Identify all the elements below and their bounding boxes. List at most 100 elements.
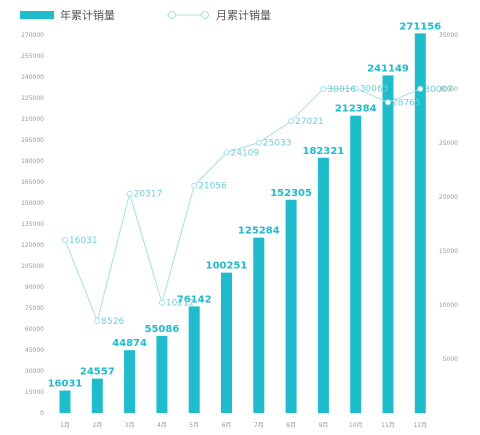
x-axis-tick-label: 8月 [286, 422, 296, 429]
x-axis-tick-label: 12月 [413, 422, 427, 429]
line-value-label: 8526 [101, 317, 124, 327]
line-value-label: 20317 [134, 190, 163, 200]
left-axis-tick-label: 240000 [21, 74, 44, 81]
line-point[interactable] [223, 149, 230, 156]
right-axis-tick-label: 10000 [439, 302, 458, 309]
left-axis-tick-label: 270000 [21, 32, 44, 39]
bar[interactable] [317, 157, 329, 413]
bar[interactable] [382, 75, 394, 413]
line-value-label: 30016 [327, 85, 356, 95]
left-axis-tick-label: 195000 [21, 137, 44, 144]
bar-value-label: 100251 [206, 261, 248, 272]
bar[interactable] [414, 33, 426, 414]
left-axis: 0 15000 30000 45000 60000 75000 90000 105000 120… [21, 32, 44, 417]
x-axis-tick-label: 10月 [349, 422, 363, 429]
left-axis-tick-label: 150000 [21, 200, 44, 207]
line-point[interactable] [255, 139, 262, 146]
left-axis-tick-label: 45000 [25, 347, 44, 354]
left-axis-tick-label: 225000 [21, 95, 44, 102]
x-axis-tick-label: 5月 [189, 422, 199, 429]
bar-value-label: 182321 [303, 146, 345, 157]
line-point[interactable] [158, 299, 165, 306]
right-axis-tick-label: 25000 [439, 140, 458, 147]
bar[interactable] [350, 115, 362, 413]
line-point[interactable] [62, 236, 68, 243]
bar[interactable] [59, 390, 71, 413]
line-point[interactable] [288, 118, 295, 125]
bar-value-label: 212384 [335, 104, 377, 115]
x-axis-tick-label: 7月 [254, 422, 264, 429]
x-axis: 1月 2月 3月 4月 5月 6月 7月 8月 9月 10月 11月 12月 [60, 422, 427, 429]
left-axis-tick-label: 135000 [21, 221, 44, 228]
bar[interactable] [221, 272, 232, 413]
bar-value-label: 152305 [270, 188, 312, 199]
bar[interactable] [156, 335, 168, 413]
bar-value-label: 271156 [399, 21, 441, 32]
line-point[interactable] [126, 190, 133, 197]
legend: 年累计销量 月累计销量 [20, 8, 271, 22]
right-axis-tick-label: 20000 [439, 194, 458, 201]
line-value-label: 27021 [295, 117, 324, 127]
legend-bar-swatch[interactable] [20, 11, 54, 19]
line-point[interactable] [191, 182, 198, 189]
x-axis-tick-label: 1月 [60, 422, 70, 429]
line-value-label: 25033 [263, 139, 292, 149]
left-axis-tick-label: 105000 [21, 263, 44, 270]
bar-value-label: 55086 [145, 324, 180, 335]
right-axis-tick-label: 15000 [439, 248, 458, 255]
line-point[interactable] [320, 85, 327, 92]
x-axis-tick-label: 11月 [381, 422, 395, 429]
left-axis-tick-label: 60000 [25, 326, 44, 333]
legend-bar-label: 年累计销量 [60, 8, 115, 22]
bar[interactable] [188, 306, 200, 413]
right-axis-tick-label: 5000 [443, 356, 458, 363]
left-axis-tick-label: 165000 [21, 179, 44, 186]
legend-line-label: 月累计销量 [216, 8, 271, 22]
legend-line-marker-right [201, 11, 209, 19]
bar-value-label: 44874 [112, 338, 147, 349]
line-value-label: 30007 [424, 85, 453, 95]
bar-value-label: 76142 [177, 294, 212, 305]
bar[interactable] [91, 378, 103, 413]
left-axis-tick-label: 0 [40, 410, 44, 417]
bar[interactable] [285, 199, 297, 413]
line-value-label: 24109 [231, 149, 260, 159]
bar-value-label: 241149 [367, 63, 409, 74]
bar[interactable] [253, 237, 265, 413]
left-axis-tick-label: 120000 [21, 242, 44, 249]
bar-value-label: 24557 [80, 367, 115, 378]
left-axis-tick-label: 75000 [25, 305, 44, 312]
left-axis-tick-label: 90000 [25, 284, 44, 291]
left-axis-tick-label: 15000 [25, 389, 44, 396]
x-axis-tick-label: 2月 [92, 422, 102, 429]
bar[interactable] [124, 350, 136, 413]
x-axis-tick-label: 3月 [125, 422, 135, 429]
x-axis-tick-label: 4月 [157, 422, 167, 429]
line-point[interactable] [94, 317, 101, 324]
bar-series [59, 33, 426, 414]
right-axis: 5000 10000 15000 20000 25000 30000 35000 [439, 32, 458, 363]
right-axis-tick-label: 35000 [439, 32, 458, 39]
bar-value-labels: 1603124557448745508676142100251125284152… [48, 21, 442, 389]
line-value-label: 21056 [198, 182, 227, 192]
legend-line-marker-left [168, 11, 176, 19]
left-axis-tick-label: 180000 [21, 158, 44, 165]
series-line [64, 87, 421, 323]
bar-value-label: 125284 [238, 226, 280, 237]
line-point[interactable] [417, 85, 424, 92]
line-series [62, 85, 424, 324]
right-axis-tick-label: 30000 [439, 86, 458, 93]
x-axis-tick-label: 6月 [222, 422, 232, 429]
line-value-label: 28765 [392, 98, 421, 108]
line-point[interactable] [352, 85, 359, 92]
line-value-label: 16031 [69, 236, 98, 246]
left-axis-tick-label: 255000 [21, 53, 44, 60]
bar-value-label: 16031 [48, 379, 83, 390]
line-point[interactable] [385, 99, 391, 106]
line-value-label: 30063 [360, 84, 389, 94]
line-value-label: 10212 [166, 299, 195, 309]
left-axis-tick-label: 30000 [25, 368, 44, 375]
x-axis-tick-label: 9月 [318, 422, 328, 429]
